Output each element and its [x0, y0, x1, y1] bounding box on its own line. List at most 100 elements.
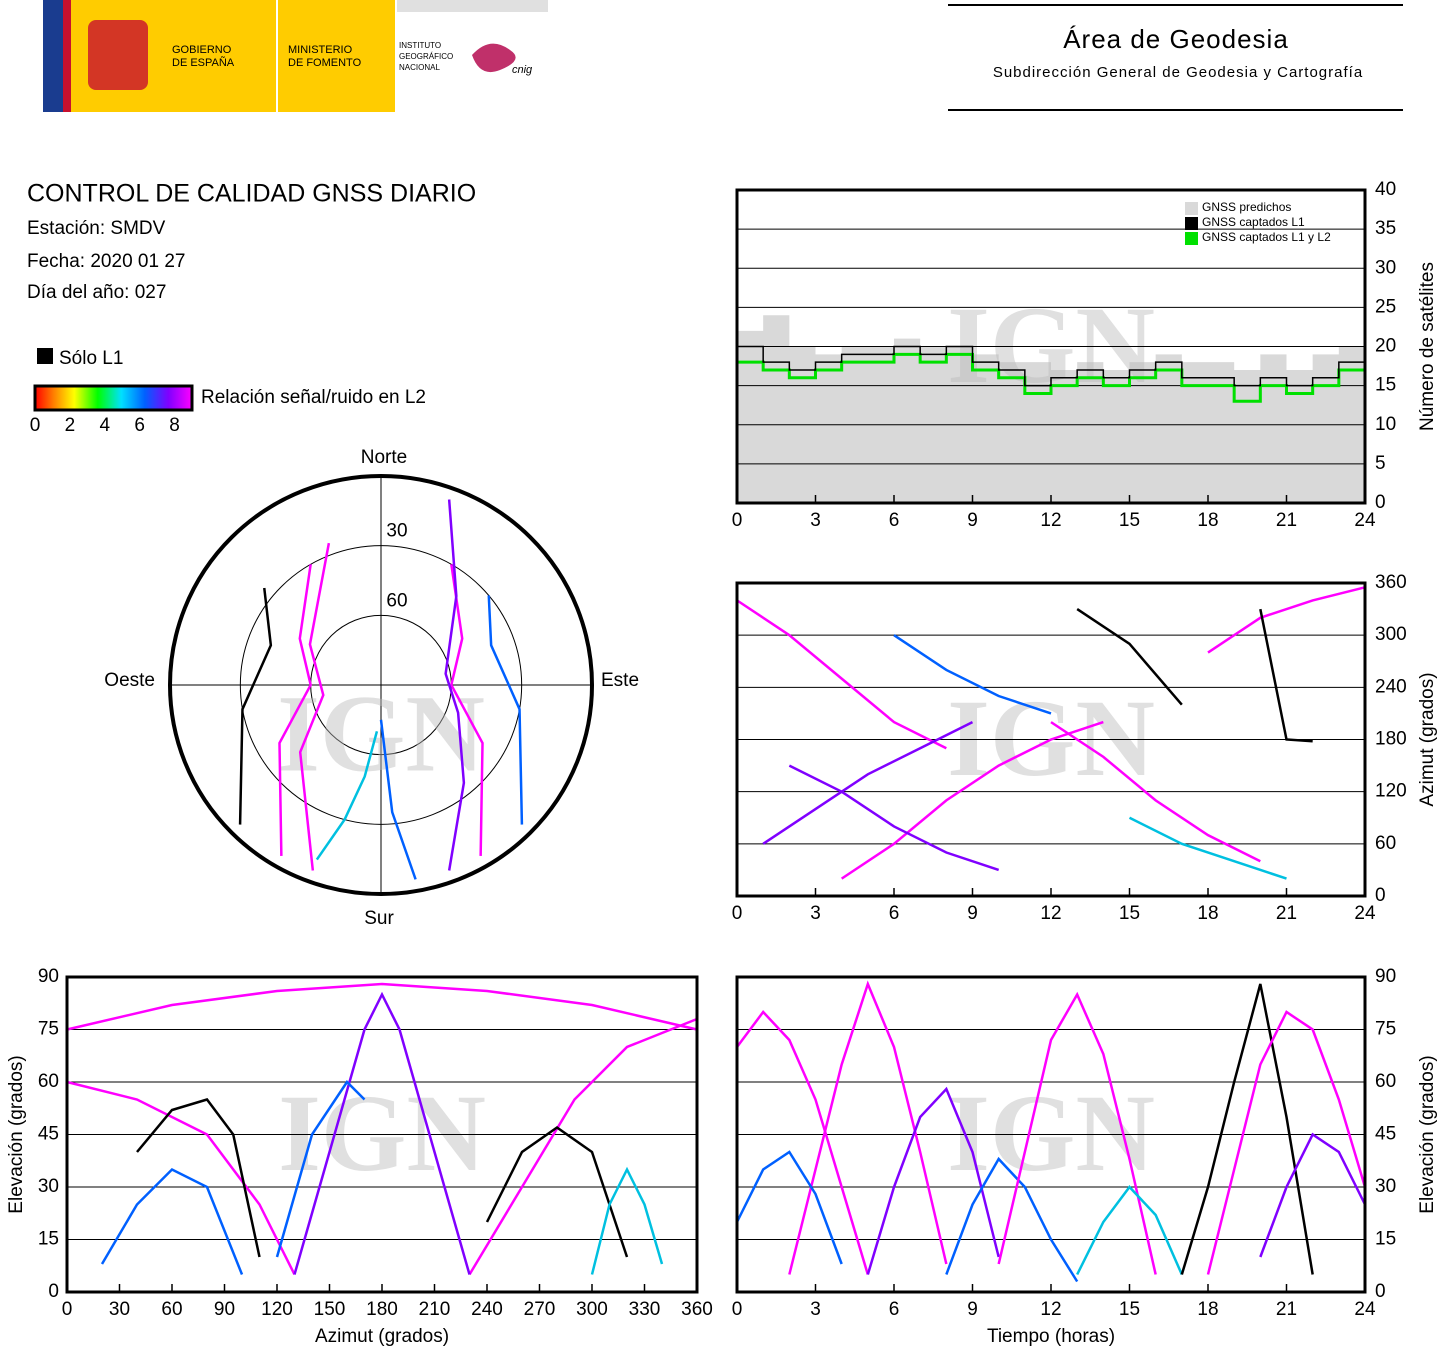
track — [444, 499, 466, 871]
track — [66, 982, 698, 1031]
north-label: Norte — [361, 447, 407, 468]
track — [945, 1156, 1079, 1283]
plot-frame — [735, 188, 1367, 505]
y-tick-label: 120 — [1375, 781, 1407, 802]
x-tick-label: 150 — [314, 1299, 346, 1320]
x-tick-label: 0 — [732, 1299, 743, 1320]
report-doy: Día del año: 027 — [27, 282, 166, 303]
x-tick-label: 15 — [1119, 510, 1140, 531]
logo-text: NACIONAL — [399, 63, 440, 72]
x-tick-label: 240 — [471, 1299, 503, 1320]
track — [840, 720, 1104, 880]
track — [736, 599, 947, 750]
x-tick-label: 18 — [1197, 510, 1218, 531]
x-tick-label: 270 — [524, 1299, 556, 1320]
track — [735, 1010, 870, 1275]
x-tick-label: 0 — [62, 1299, 73, 1320]
legend-swatch — [1185, 232, 1198, 245]
y-tick-label: 0 — [1375, 492, 1386, 513]
track — [315, 730, 379, 861]
track — [762, 720, 974, 845]
x-tick-label: 24 — [1354, 510, 1376, 531]
report-title: CONTROL DE CALIDAD GNSS DIARIO — [27, 180, 476, 208]
x-tick-label: 12 — [1040, 903, 1061, 924]
track — [485, 1125, 629, 1258]
elevation-ring — [239, 545, 523, 825]
x-tick-label: 24 — [1354, 903, 1376, 924]
y-tick-label: 40 — [1375, 179, 1396, 200]
logo-text: GOBIERNO — [172, 44, 232, 56]
snr-tick-label: 6 — [134, 415, 145, 436]
x-tick-label: 21 — [1276, 1299, 1297, 1320]
x-tick-label: 9 — [967, 1299, 978, 1320]
y-tick-label: 240 — [1375, 676, 1407, 697]
track — [1207, 586, 1366, 654]
legend-swatch — [1185, 217, 1198, 230]
y-tick-label: 45 — [1375, 1124, 1396, 1145]
track — [66, 1080, 296, 1276]
l1-swatch — [37, 348, 53, 364]
y-tick-label: 10 — [1375, 414, 1396, 435]
logo-text: GEOGRÁFICO — [399, 52, 453, 61]
x-tick-label: 18 — [1197, 1299, 1218, 1320]
track — [1076, 608, 1183, 706]
track — [487, 595, 524, 825]
track — [1180, 983, 1314, 1275]
snr-tick-label: 2 — [65, 415, 76, 436]
y-tick-label: 35 — [1375, 218, 1396, 239]
x-tick-label: 300 — [576, 1299, 608, 1320]
y-tick-label: 60 — [1375, 1071, 1396, 1092]
x-tick-label: 24 — [1354, 1299, 1376, 1320]
cnig-logo — [472, 43, 516, 73]
plot-frame — [735, 975, 1367, 1294]
legend-label: GNSS captados L1 y L2 — [1202, 230, 1331, 244]
x-tick-label: 3 — [810, 510, 821, 531]
x-tick-label: 6 — [889, 510, 900, 531]
y-tick-label: 0 — [1375, 1281, 1386, 1302]
y-tick-label: 30 — [1375, 1176, 1396, 1197]
track — [278, 564, 312, 856]
x-tick-label: 9 — [967, 510, 978, 531]
y-tick-label: 25 — [1375, 296, 1396, 317]
legend-swatch — [1185, 202, 1198, 215]
snr-tick-label: 4 — [99, 415, 110, 436]
track — [1076, 1185, 1183, 1276]
report-date: Fecha: 2020 01 27 — [27, 251, 185, 272]
track — [136, 1098, 261, 1258]
y-tick-label: 0 — [48, 1281, 59, 1302]
track — [997, 991, 1157, 1275]
logo-text: DE ESPAÑA — [172, 56, 235, 69]
x-tick-label: 30 — [109, 1299, 130, 1320]
y-tick-label: 90 — [38, 966, 59, 987]
x-tick-label: 0 — [732, 510, 743, 531]
skyplot-border — [168, 474, 594, 896]
x-tick-label: 120 — [261, 1299, 293, 1320]
y-tick-label: 45 — [38, 1124, 59, 1145]
report-station: Estación: SMDV — [27, 218, 166, 239]
x-tick-label: 330 — [629, 1299, 661, 1320]
y-tick-label: 60 — [1375, 833, 1396, 854]
watermark: IGN — [278, 1072, 486, 1194]
flag-stripe — [43, 0, 63, 112]
snr-tick-label: 0 — [30, 415, 41, 436]
area-subtitle: Subdirección General de Geodesia y Carto… — [993, 64, 1363, 81]
west-label: Oeste — [104, 670, 155, 691]
plot-frame — [735, 581, 1367, 898]
x-tick-label: 6 — [889, 1299, 900, 1320]
watermark: IGN — [947, 677, 1155, 799]
track — [379, 719, 417, 880]
track — [450, 564, 484, 856]
coat-of-arms — [88, 20, 148, 90]
x-tick-label: 90 — [214, 1299, 235, 1320]
x-tick-label: 180 — [366, 1299, 398, 1320]
x-tick-label: 9 — [967, 903, 978, 924]
x-tick-label: 6 — [889, 903, 900, 924]
track — [1259, 1132, 1367, 1258]
logo-text: INSTITUTO — [399, 41, 441, 50]
snr-colorbar — [33, 384, 194, 412]
track — [893, 634, 1052, 715]
y-tick-label: 360 — [1375, 572, 1407, 593]
